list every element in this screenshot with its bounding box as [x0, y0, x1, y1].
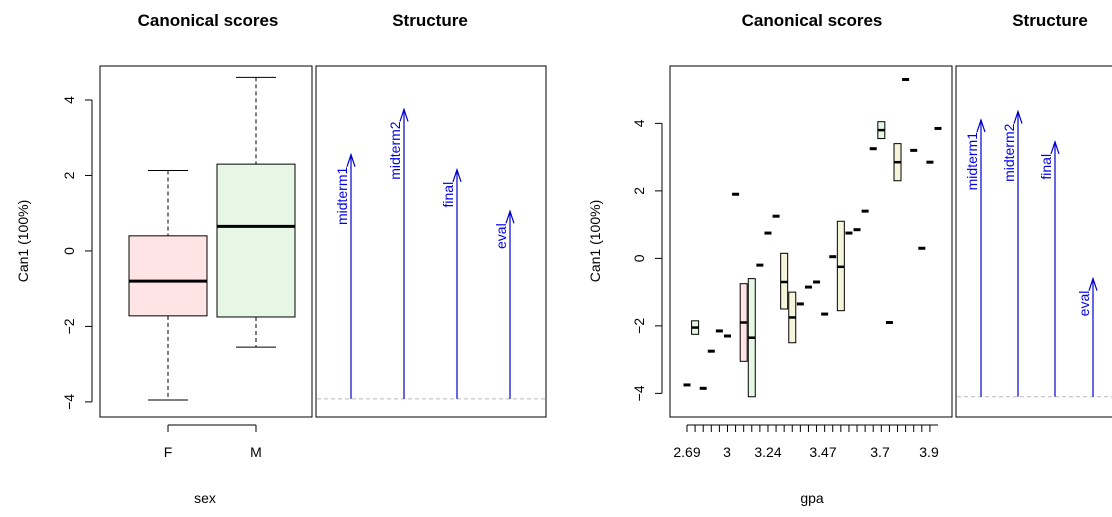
x-tick-label: F	[164, 444, 173, 460]
plot-frame	[669, 65, 953, 418]
box-series	[128, 76, 296, 401]
y-tick-label: 2	[631, 187, 647, 195]
x-tick-label: 3.7	[870, 444, 890, 460]
box-series	[683, 78, 942, 398]
chart-title: Structure	[1012, 11, 1088, 30]
x-axis: 2.69 3 3.24 3.47 3.7 3.9	[673, 424, 939, 460]
vector-label: eval	[1076, 291, 1092, 317]
plot-frame	[955, 65, 1112, 418]
x-tick-label: 3.47	[809, 444, 836, 460]
panel-structure-gpa: Structure midterm1 midterm2 final eval	[955, 11, 1112, 418]
x-axis-label: sex	[194, 490, 216, 506]
box-F	[128, 235, 208, 317]
panel-scores-sex: Canonical scores Can1 (100%) sex −4 −2 0 2 4…	[15, 11, 313, 506]
x-tick-label: 3.24	[754, 444, 781, 460]
vector-arrowhead	[505, 209, 515, 224]
y-tick-label: 4	[631, 119, 647, 127]
panel-scores-gpa: Canonical scores Can1 (100%) gpa −4 −2 0 2 4…	[587, 11, 953, 506]
vector-label: final	[440, 182, 456, 208]
panel-structure-sex: Structure midterm1 midterm2 final eval	[315, 11, 547, 418]
vector-arrowhead	[1050, 140, 1060, 155]
y-tick-label: 0	[631, 254, 647, 262]
plot-frame	[315, 65, 547, 418]
x-axis-label: gpa	[800, 490, 824, 506]
x-tick-label: 3	[723, 444, 731, 460]
vector-label: eval	[493, 223, 509, 249]
y-axis-label: Can1 (100%)	[15, 200, 31, 283]
vector-arrowhead	[452, 167, 462, 182]
box-M	[216, 163, 296, 318]
vector-arrowhead	[976, 118, 986, 133]
vector-label: midterm2	[1001, 123, 1017, 182]
y-tick-label: −2	[631, 318, 647, 334]
y-tick-label: 0	[61, 247, 77, 255]
plot-frame	[99, 65, 313, 418]
x-tick-label: 2.69	[673, 444, 700, 460]
vector-series: midterm1 midterm2 final eval	[317, 107, 545, 400]
chart-title: Structure	[392, 11, 468, 30]
vector-arrowhead	[346, 152, 356, 167]
y-tick-label: −2	[61, 318, 77, 334]
y-axis: −4 −2 0 2 4	[631, 119, 663, 401]
y-axis-label: Can1 (100%)	[587, 200, 603, 283]
x-tick-label: 3.9	[919, 444, 939, 460]
vector-arrowhead	[1088, 276, 1098, 291]
vector-label: midterm2	[387, 121, 403, 180]
y-tick-label: −4	[61, 394, 77, 410]
chart-title: Canonical scores	[138, 11, 279, 30]
vector-series: midterm1 midterm2 final eval	[957, 109, 1112, 398]
vector-label: midterm1	[964, 132, 980, 191]
x-tick-label: M	[250, 444, 262, 460]
vector-label: final	[1038, 154, 1054, 180]
y-axis: −4 −2 0 2 4	[61, 96, 93, 410]
y-tick-label: 4	[61, 96, 77, 104]
y-tick-label: 2	[61, 171, 77, 179]
vector-label: midterm1	[334, 166, 350, 225]
vector-arrowhead	[399, 107, 409, 122]
vector-arrowhead	[1013, 109, 1023, 124]
y-tick-label: −4	[631, 385, 647, 401]
chart-title: Canonical scores	[742, 11, 883, 30]
